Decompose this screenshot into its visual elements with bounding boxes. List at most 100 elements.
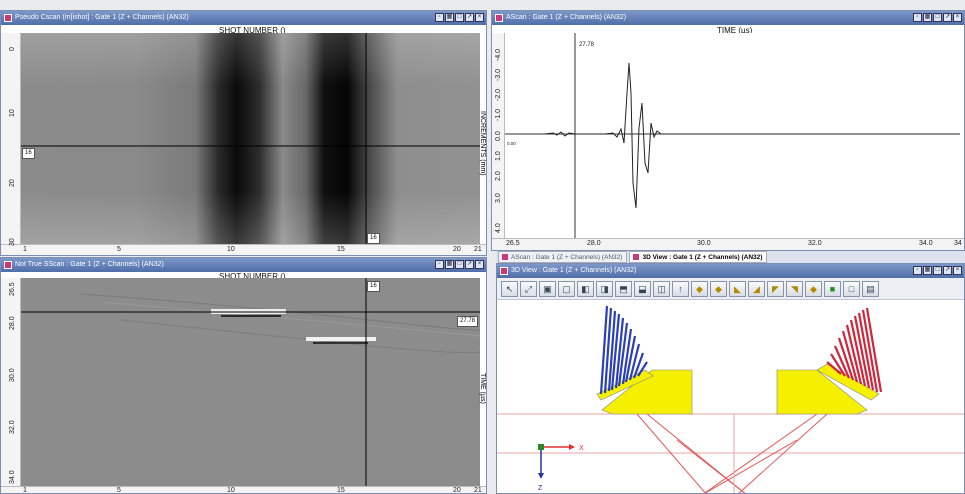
cscan-image[interactable] (21, 33, 480, 244)
ascan-x-ruler[interactable] (492, 238, 964, 250)
window-controls: ▫ ▦ □ ↗ × (435, 260, 484, 269)
tile-icon[interactable]: ▦ (445, 13, 454, 22)
sscan-x-tick: 5 (117, 487, 121, 494)
sscan-title: Not True SScan : Gate 1 (Z + Channels) (… (15, 261, 164, 268)
ascan-x-tick: 32.0 (808, 240, 822, 247)
3d-scene[interactable]: X Z (497, 300, 965, 494)
cscan-cursor-h-label: 16 (22, 148, 35, 159)
view-front-icon[interactable]: ▣ (539, 281, 556, 297)
axis-x-label: X (579, 445, 584, 452)
cscan-y-ruler[interactable] (1, 33, 21, 244)
pin-icon[interactable]: ↗ (943, 266, 952, 275)
tile-icon[interactable]: ▦ (445, 260, 454, 269)
ascan-x-tick: 28.0 (587, 240, 601, 247)
sscan-x-tick: 21 (474, 487, 482, 494)
view-left-icon[interactable]: ◧ (577, 281, 594, 297)
arrow-up-icon[interactable]: ↑ (672, 281, 689, 297)
cscan-panel: Pseudo Cscan (m[ishot] : Gate 1 (Z + Cha… (0, 10, 487, 256)
panel-icon (502, 254, 508, 260)
probe-icon-2[interactable]: ◆ (710, 281, 727, 297)
ascan-signal (544, 62, 960, 209)
ascan-plot[interactable] (505, 33, 960, 238)
probe-icon-3[interactable]: ◣ (729, 281, 746, 297)
sscan-y-ruler[interactable] (1, 278, 21, 486)
pin-icon[interactable]: ↗ (465, 260, 474, 269)
sscan-image[interactable] (21, 278, 480, 486)
view-tab-strip: AScan : Gate 1 (Z + Channels) (AN32) 3D … (496, 251, 965, 263)
wedge-icon[interactable]: ◢ (748, 281, 765, 297)
cscan-title-bar[interactable]: Pseudo Cscan (m[ishot] : Gate 1 (Z + Cha… (1, 11, 486, 25)
cscan-x-tick: 21 (474, 246, 482, 253)
view-iso-icon[interactable]: ◫ (653, 281, 670, 297)
cscan-title: Pseudo Cscan (m[ishot] : Gate 1 (Z + Cha… (15, 14, 189, 21)
left-probe (596, 305, 693, 415)
sscan-cursor-h-label: 27.78 (457, 316, 479, 327)
pin-icon[interactable]: ↗ (465, 13, 474, 22)
ascan-y-tick: 0.0 (495, 131, 502, 141)
window-controls: ▫ ▦ □ ↗ × (435, 13, 484, 22)
sscan-cursor-v-label: 16 (367, 281, 380, 292)
wedge-icon-2[interactable]: ◤ (767, 281, 784, 297)
restore-icon[interactable]: ▫ (913, 13, 922, 22)
cscan-y-tick: 0 (9, 47, 16, 51)
ascan-y-tick: 3.0 (495, 193, 502, 203)
wedge-icon-4[interactable]: ◆ (805, 281, 822, 297)
wedge-icon-3[interactable]: ◥ (786, 281, 803, 297)
view-right-icon[interactable]: ◨ (596, 281, 613, 297)
pin-icon[interactable]: ↗ (943, 13, 952, 22)
maximize-icon[interactable]: □ (933, 266, 942, 275)
cscan-y-tick: 30 (9, 238, 16, 246)
close-icon[interactable]: × (953, 13, 962, 22)
select-tool-icon[interactable]: ↖ (501, 281, 518, 297)
ascan-cursor-label: 27.78 (579, 42, 595, 48)
cscan-x-ruler[interactable] (1, 244, 486, 255)
cscan-y-tick: 20 (9, 179, 16, 187)
probe-icon[interactable]: ◆ (691, 281, 708, 297)
solid-view-icon[interactable]: ■ (824, 281, 841, 297)
beam-paths (636, 413, 828, 493)
sscan-y-tick: 28.0 (9, 316, 16, 330)
3d-view-title: 3D View : Gate 1 (Z + Channels) (AN32) (511, 267, 637, 274)
ascan-title: AScan : Gate 1 (Z + Channels) (AN32) (506, 14, 627, 21)
sscan-x-tick: 20 (453, 487, 461, 494)
panel-icon (500, 267, 508, 275)
tile-icon[interactable]: ▦ (923, 13, 932, 22)
restore-icon[interactable]: ▫ (435, 260, 444, 269)
tile-icon[interactable]: ▦ (923, 266, 932, 275)
close-icon[interactable]: × (475, 13, 484, 22)
cscan-cursor-v-label: 16 (367, 233, 380, 244)
hidden-view-icon[interactable]: ▤ (862, 281, 879, 297)
sscan-x-tick: 1 (23, 487, 27, 494)
maximize-icon[interactable]: □ (455, 13, 464, 22)
tab-3d-view[interactable]: 3D View : Gate 1 (Z + Channels) (AN32) (629, 251, 768, 263)
ascan-y-tick: -4.0 (495, 48, 502, 61)
tab-ascan[interactable]: AScan : Gate 1 (Z + Channels) (AN32) (498, 251, 628, 263)
sscan-y-tick: 32.0 (9, 420, 16, 434)
view-bottom-icon[interactable]: ⬓ (634, 281, 651, 297)
ascan-y-ruler[interactable] (492, 33, 505, 238)
ascan-title-bar[interactable]: AScan : Gate 1 (Z + Channels) (AN32) ▫ ▦… (492, 11, 964, 25)
cscan-x-tick: 5 (117, 246, 121, 253)
sscan-title-bar[interactable]: Not True SScan : Gate 1 (Z + Channels) (… (1, 258, 486, 272)
maximize-icon[interactable]: □ (455, 260, 464, 269)
view-back-icon[interactable]: ▢ (558, 281, 575, 297)
fit-icon[interactable]: ⤢ (520, 281, 537, 297)
wire-view-icon[interactable]: □ (843, 281, 860, 297)
restore-icon[interactable]: ▫ (913, 266, 922, 275)
close-icon[interactable]: × (953, 266, 962, 275)
3d-view-title-bar[interactable]: 3D View : Gate 1 (Z + Channels) (AN32) ▫… (497, 264, 964, 278)
ascan-x-axis-title: TIME (µs) (717, 26, 753, 35)
sscan-panel: Not True SScan : Gate 1 (Z + Channels) (… (0, 257, 487, 494)
sscan-x-ruler[interactable] (1, 486, 486, 493)
right-probe (776, 307, 883, 415)
cscan-x-axis-title: SHOT NUMBER () (219, 26, 286, 35)
cscan-y-tick: 10 (9, 109, 16, 117)
right-element-array (826, 307, 883, 393)
ascan-panel: AScan : Gate 1 (Z + Channels) (AN32) ▫ ▦… (491, 10, 965, 251)
restore-icon[interactable]: ▫ (435, 13, 444, 22)
maximize-icon[interactable]: □ (933, 13, 942, 22)
close-icon[interactable]: × (475, 260, 484, 269)
left-element-array (599, 305, 648, 395)
ascan-x-tick: 30.0 (697, 240, 711, 247)
view-top-icon[interactable]: ⬒ (615, 281, 632, 297)
